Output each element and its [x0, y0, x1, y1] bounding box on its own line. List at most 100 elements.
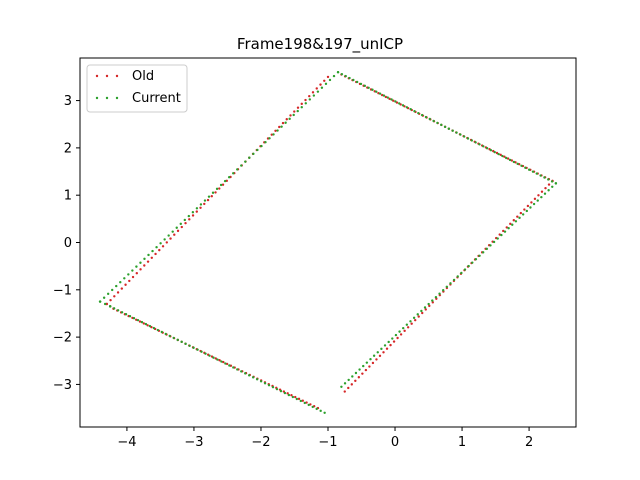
data-point-current: [191, 210, 195, 214]
data-point-current: [323, 411, 326, 415]
data-point-current: [275, 387, 279, 391]
data-point-old: [278, 125, 281, 129]
data-point-current: [336, 70, 340, 74]
data-point-current: [251, 376, 255, 379]
data-point-old: [385, 347, 389, 350]
data-point-current: [304, 102, 307, 105]
data-point-current: [187, 214, 191, 218]
data-point-current: [236, 168, 239, 171]
data-point-current: [140, 320, 144, 324]
data-point-current: [332, 74, 336, 78]
data-point-current: [203, 199, 207, 202]
data-point-current: [496, 237, 499, 240]
data-point-current: [232, 172, 235, 175]
data-point-current: [211, 191, 215, 194]
data-point-current: [132, 316, 136, 320]
data-point-current: [424, 115, 428, 119]
data-point-old: [544, 186, 547, 190]
data-point-old: [319, 83, 322, 86]
data-point-current: [199, 203, 203, 206]
data-point-current: [244, 372, 247, 375]
data-point-old: [533, 197, 537, 201]
data-point-current: [436, 121, 439, 125]
data-point-old: [417, 315, 420, 318]
data-point-old: [218, 359, 221, 362]
x-tick-label: −4: [117, 435, 136, 450]
data-point-current: [478, 143, 481, 146]
data-point-old: [214, 191, 217, 194]
data-point-current: [547, 178, 550, 181]
data-point-old: [413, 318, 417, 322]
data-point-old: [143, 264, 146, 267]
data-point-current: [319, 409, 322, 413]
data-point-current: [208, 354, 211, 357]
data-point-current: [176, 338, 179, 342]
data-point-current: [362, 364, 365, 368]
data-point-current: [291, 395, 295, 399]
data-point-current: [466, 137, 470, 140]
data-point-current: [428, 117, 431, 121]
data-point-current: [204, 352, 207, 355]
data-point-current: [462, 135, 466, 138]
data-point-old: [503, 155, 506, 158]
data-point-current: [359, 82, 363, 86]
data-point-current: [354, 371, 358, 375]
data-point-current: [259, 380, 263, 383]
data-point-old: [421, 311, 424, 315]
data-point-old: [188, 218, 191, 221]
data-point-old: [392, 99, 395, 102]
data-point-current: [240, 370, 243, 373]
data-point-old: [499, 153, 502, 157]
data-point-old: [300, 102, 303, 106]
x-tick-label: −2: [251, 435, 270, 450]
data-point-current: [175, 226, 178, 229]
data-point-old: [547, 183, 551, 186]
data-point-current: [315, 407, 318, 411]
data-point-old: [203, 202, 206, 206]
legend-marker-current: [95, 96, 99, 100]
data-point-old: [519, 211, 523, 215]
data-point-current: [554, 182, 558, 185]
data-point-old: [297, 397, 301, 401]
data-point-current: [143, 257, 146, 261]
y-tick-label: 3: [64, 94, 72, 109]
data-point-current: [492, 240, 496, 244]
data-point-old: [406, 326, 410, 329]
data-point-current: [535, 172, 538, 175]
data-point-current: [147, 253, 150, 257]
data-point-current: [215, 187, 219, 191]
data-point-current: [106, 292, 110, 296]
data-point-current: [299, 399, 303, 403]
data-point-current: [207, 195, 211, 198]
data-point-current: [474, 258, 478, 261]
y-tick-label: −2: [53, 331, 72, 346]
data-point-current: [272, 133, 275, 136]
data-point-old: [146, 260, 150, 263]
data-point-current: [267, 384, 271, 387]
x-tick-label: 0: [391, 435, 399, 450]
plot-area: [80, 58, 576, 427]
data-point-old: [218, 187, 221, 190]
data-point-current: [164, 332, 167, 336]
data-point-current: [372, 354, 376, 357]
data-point-old: [403, 329, 406, 333]
data-point-old: [195, 210, 198, 213]
data-point-current: [536, 199, 539, 202]
data-point-old: [364, 368, 368, 372]
data-point-current: [420, 113, 424, 117]
data-point-old: [296, 106, 300, 109]
x-tick-label: 1: [458, 435, 466, 450]
data-point-current: [228, 364, 231, 367]
data-point-old: [506, 157, 510, 160]
data-point-current: [184, 342, 187, 346]
data-point-current: [128, 315, 132, 318]
data-point-old: [116, 291, 120, 294]
data-point-old: [384, 95, 388, 99]
data-point-current: [292, 113, 295, 117]
data-point-current: [550, 180, 554, 183]
data-point-current: [108, 305, 112, 308]
data-point-current: [508, 158, 512, 162]
data-point-old: [304, 98, 307, 102]
data-point-current: [240, 164, 243, 167]
data-point-old: [281, 121, 285, 125]
